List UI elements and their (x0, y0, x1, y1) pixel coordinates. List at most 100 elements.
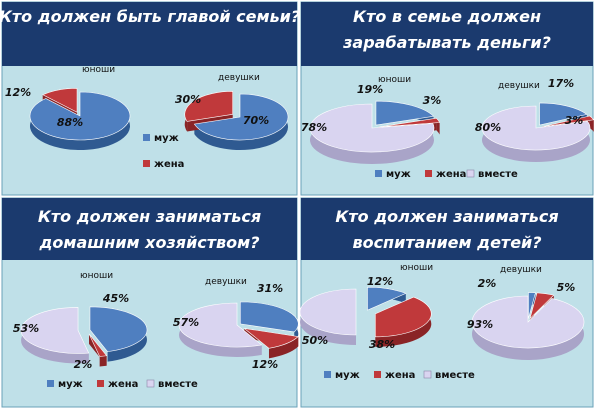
pie-data-label: 88% (57, 116, 83, 129)
title-earn-money: Кто в семье должен зарабатывать деньги? (342, 7, 551, 52)
legend-entry: жена (385, 370, 415, 381)
pie-data-label: 12% (252, 358, 278, 371)
pie-group-label: юноши (80, 271, 113, 281)
legend-swatch (423, 370, 432, 379)
legend: муж жена вместе (47, 379, 198, 390)
pie-slice-вместе (309, 103, 435, 153)
pie-slice-муж (193, 93, 289, 141)
pie-group-label: девушки (218, 73, 260, 83)
pie-data-label: 12% (367, 275, 393, 288)
pie-boys: юноши 88% 12% (5, 65, 131, 151)
pie-slice-муж (367, 286, 407, 311)
legend-entry: муж (386, 169, 411, 180)
title-bar (2, 2, 297, 66)
pie-boys: юноши 45% 2% 53% (13, 271, 148, 371)
legend-swatch (425, 170, 432, 177)
pie-group-label: девушки (500, 265, 542, 275)
legend-entry: вместе (478, 169, 518, 180)
pie-slice-жена (184, 91, 234, 122)
pie-data-label: 3% (423, 94, 442, 107)
pie-slice-вместе (481, 105, 591, 151)
title-housework: Кто должен заниматься домашним хозяйством… (38, 207, 261, 252)
legend: муж жена вместе (375, 169, 518, 180)
pie-data-label: 80% (475, 121, 501, 134)
legend-swatch (374, 371, 381, 378)
pie-data-label: 31% (257, 282, 283, 295)
legend: муж жена (143, 133, 184, 170)
pie-slice-жена (42, 87, 78, 113)
panel-earn-money: Кто в семье должен зарабатывать деньги? юн… (300, 1, 595, 196)
pie-girls: девушки 17% 3% 80% (475, 77, 595, 162)
pie-boys: юноши 12% 38% 50% (299, 263, 433, 351)
pie-slice-муж (29, 91, 131, 141)
legend-swatch (375, 170, 382, 177)
pie-group-label: девушки (498, 81, 540, 91)
pie-slice-жена (542, 115, 595, 127)
pie-data-label: 2% (74, 358, 93, 371)
pie-data-label: 53% (13, 322, 39, 335)
pie-slice-вместе (20, 307, 90, 354)
legend-entry: жена (154, 159, 184, 170)
pie-data-label: 17% (548, 77, 574, 90)
pie-group-label: девушки (205, 277, 247, 287)
pie-slice-муж (89, 306, 148, 352)
pie-data-label: 19% (357, 83, 383, 96)
legend-entry: вместе (435, 370, 475, 381)
pie-data-label: 78% (301, 121, 327, 134)
legend-entry: муж (335, 370, 360, 381)
title-bar (301, 2, 593, 66)
pie-slice-вместе (471, 295, 585, 349)
pie-group-label: юноши (82, 65, 115, 75)
legend-swatch (97, 380, 104, 387)
pie-slice-вместе (178, 302, 263, 348)
legend-entry: вместе (158, 379, 198, 390)
pie-data-label: 45% (102, 292, 129, 305)
pie-girls: девушки 31% 12% 57% (173, 277, 299, 371)
pie-data-label: 50% (302, 334, 328, 347)
pie-data-label: 30% (175, 93, 201, 106)
title-bar (2, 198, 297, 260)
legend-entry: жена (108, 379, 138, 390)
legend: муж жена вместе (324, 370, 475, 381)
title-bar (301, 198, 593, 260)
pie-data-label: 5% (557, 281, 576, 294)
title-raising-children: Кто должен заниматься воспитанием детей? (335, 207, 558, 252)
pie-data-label: 70% (243, 114, 269, 127)
legend-entry: жена (436, 169, 466, 180)
pie-slice-жена (243, 327, 299, 349)
legend-swatch (324, 371, 331, 378)
pie-data-label: 3% (565, 114, 584, 127)
pie-group-label: юноши (400, 263, 433, 273)
pie-slice-муж (240, 301, 299, 333)
title-head-of-family: Кто должен быть главой семьи? (0, 7, 300, 26)
pie-slice-муж (528, 292, 536, 319)
pie-data-label: 12% (5, 86, 31, 99)
legend-swatch (47, 380, 54, 387)
legend-swatch (143, 134, 150, 141)
panel-housework: Кто должен заниматься домашним хозяйством… (1, 197, 299, 408)
panel-head-of-family: Кто должен быть главой семьи? юноши 88% 12%… (0, 1, 300, 196)
legend-swatch (143, 160, 150, 167)
pie-slice-side (375, 297, 432, 347)
pie-slice-жена (529, 292, 555, 320)
panel-raising-children: Кто должен заниматься воспитанием детей? ю… (299, 197, 594, 408)
legend-entry: муж (58, 379, 83, 390)
legend-entry: муж (154, 133, 179, 144)
pie-slice-муж (539, 102, 588, 126)
pie-slice-муж (375, 100, 435, 126)
pie-slice-жена (88, 333, 108, 357)
legend-swatch (146, 379, 155, 388)
pie-data-label: 57% (173, 316, 199, 329)
pie-slice-жена (374, 296, 432, 338)
pie-slice-вместе (299, 288, 357, 336)
pie-data-label: 2% (478, 277, 497, 290)
legend-swatch (466, 169, 475, 178)
pie-data-label: 93% (467, 318, 493, 331)
pie-group-label: юноши (378, 75, 411, 85)
pie-data-label: 38% (369, 338, 395, 351)
pie-girls: девушки 70% 30% (175, 73, 289, 150)
